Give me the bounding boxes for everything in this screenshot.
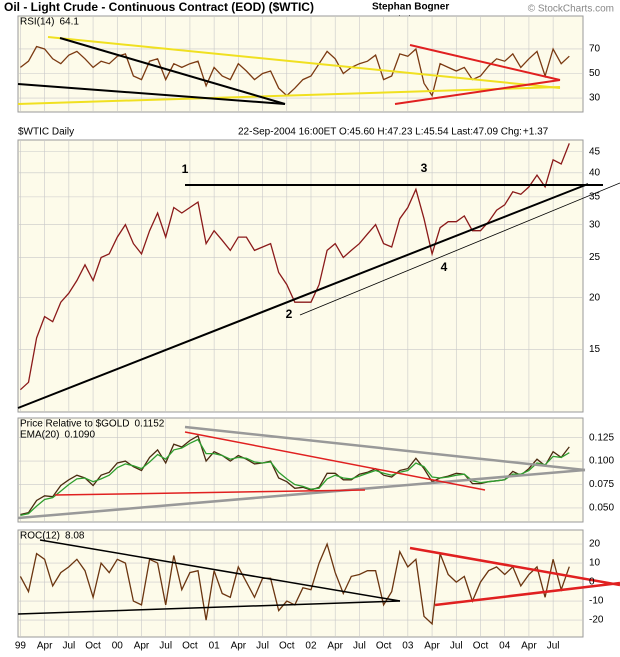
legend-entry: EMA(20) — [20, 430, 59, 441]
trendline — [17, 468, 586, 520]
x-tick-label: Jul — [159, 641, 172, 652]
x-tick-label: Apr — [327, 641, 343, 652]
trendlines — [17, 36, 620, 615]
y-tick-label: 10 — [589, 558, 601, 569]
y-tick-label: 15 — [589, 344, 601, 355]
y-tick-label: -10 — [589, 596, 604, 607]
trendline — [409, 546, 620, 587]
legend-entry: Price Relative to $GOLD — [20, 419, 130, 430]
x-tick-label: 03 — [402, 641, 414, 652]
x-tick-label: Apr — [231, 641, 247, 652]
y-tick-label: 0.050 — [589, 503, 614, 514]
x-tick-label: Jul — [256, 641, 269, 652]
annotation: 2 — [286, 307, 293, 321]
x-tick-label: 02 — [305, 641, 317, 652]
trendline — [17, 600, 401, 615]
x-tick-label: Oct — [376, 641, 392, 652]
trendline — [184, 425, 586, 472]
y-tick-label: 50 — [589, 68, 601, 79]
annotation: 3 — [421, 161, 428, 175]
panel — [17, 139, 584, 413]
y-tick-label: 45 — [589, 146, 601, 157]
x-tick-label: Oct — [182, 641, 198, 652]
x-tick-label: Apr — [37, 641, 53, 652]
x-tick-label: Jul — [353, 641, 366, 652]
trendline — [47, 36, 561, 89]
x-tick-label: 00 — [112, 641, 124, 652]
trendline — [59, 37, 286, 105]
y-tick-label: 25 — [589, 252, 601, 263]
panels — [17, 15, 584, 638]
legend-value: 64.1 — [59, 17, 79, 28]
author: Stephan Bogner — [372, 2, 449, 13]
trendline — [39, 539, 401, 602]
y-tick-label: 30 — [589, 93, 601, 104]
legend-entry: ROC(12) — [20, 531, 60, 542]
x-tick-label: 99 — [15, 641, 27, 652]
x-tick-label: 01 — [209, 641, 221, 652]
trendline — [299, 182, 620, 316]
trendline — [184, 431, 486, 491]
x-tick-label: Jul — [547, 641, 560, 652]
y-tick-label: 40 — [589, 167, 601, 178]
y-tick-label: 20 — [589, 292, 601, 303]
legend-value: 8.08 — [65, 531, 85, 542]
legend-value: 0.1090 — [64, 430, 95, 441]
x-tick-label: Apr — [424, 641, 440, 652]
y-tick-label: 30 — [589, 219, 601, 230]
chart-title: Oil - Light Crude - Continuous Contract … — [4, 0, 314, 14]
trendline — [17, 83, 286, 105]
trendline — [394, 79, 561, 105]
series-line — [19, 143, 570, 391]
x-tick-label: Apr — [521, 641, 537, 652]
y-tick-label: -20 — [589, 615, 604, 626]
change: +1.37 — [523, 127, 549, 138]
y-tick-label: 0 — [589, 577, 595, 588]
series-line — [20, 438, 570, 517]
series-line — [20, 45, 570, 98]
trendline — [409, 44, 561, 81]
x-tick-label: Jul — [62, 641, 75, 652]
panel-title: $WTIC Daily — [18, 127, 74, 138]
y-tick-label: 35 — [589, 192, 601, 203]
x-tick-label: 04 — [499, 641, 511, 652]
y-tick-label: 70 — [589, 44, 601, 55]
trendline — [17, 183, 589, 409]
quote: 22-Sep-2004 16:00ET O:45.60 H:47.23 L:45… — [238, 127, 522, 138]
series-line — [20, 434, 570, 516]
trendline — [54, 489, 366, 496]
x-tick-label: Jul — [450, 641, 463, 652]
annotation: 4 — [441, 260, 448, 274]
trendline — [434, 581, 620, 607]
x-tick-label: Oct — [85, 641, 101, 652]
legend-entry: RSI(14) — [20, 17, 54, 28]
y-tick-label: 0.100 — [589, 456, 614, 467]
annotation: 1 — [182, 162, 189, 176]
copyright: © StockCharts.com — [528, 4, 614, 15]
y-tick-label: 0.075 — [589, 479, 614, 490]
y-tick-label: 0.125 — [589, 432, 614, 443]
x-tick-label: Oct — [473, 641, 489, 652]
y-tick-label: 20 — [589, 539, 601, 550]
x-tick-label: Apr — [134, 641, 150, 652]
panel — [17, 417, 584, 523]
panel — [17, 15, 584, 113]
x-tick-label: Oct — [279, 641, 295, 652]
trendline — [17, 86, 561, 105]
legend-value: 0.1152 — [135, 419, 165, 430]
